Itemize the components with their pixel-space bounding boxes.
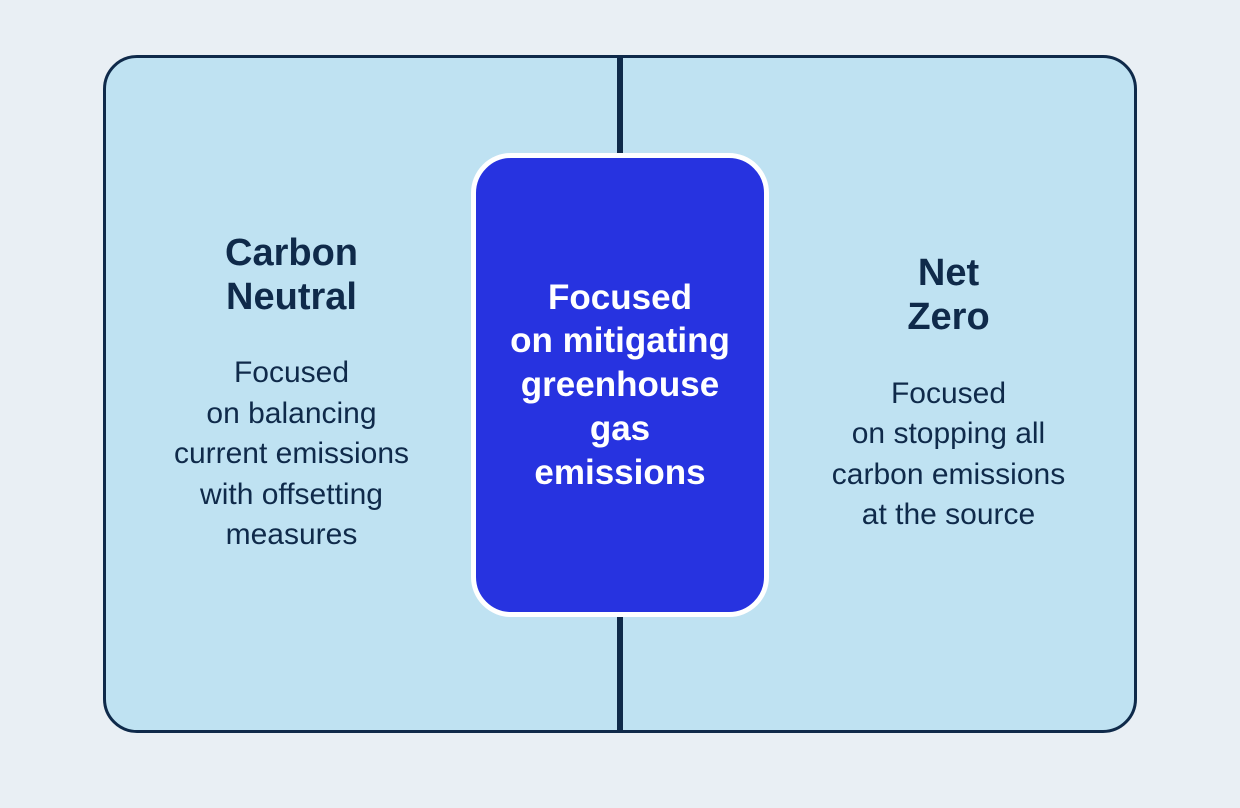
carbon-neutral-body: Focusedon balancingcurrent emissionswith… xyxy=(174,353,409,556)
center-overlap-card: Focusedon mitigatinggreenhousegasemissio… xyxy=(471,153,769,617)
diagram-canvas: CarbonNeutral Focusedon balancingcurrent… xyxy=(0,0,1240,808)
center-overlap-text: Focusedon mitigatinggreenhousegasemissio… xyxy=(510,276,730,495)
carbon-neutral-title: CarbonNeutral xyxy=(225,232,358,319)
net-zero-body: Focusedon stopping allcarbon emissionsat… xyxy=(832,374,1065,536)
net-zero-title: NetZero xyxy=(907,252,989,339)
